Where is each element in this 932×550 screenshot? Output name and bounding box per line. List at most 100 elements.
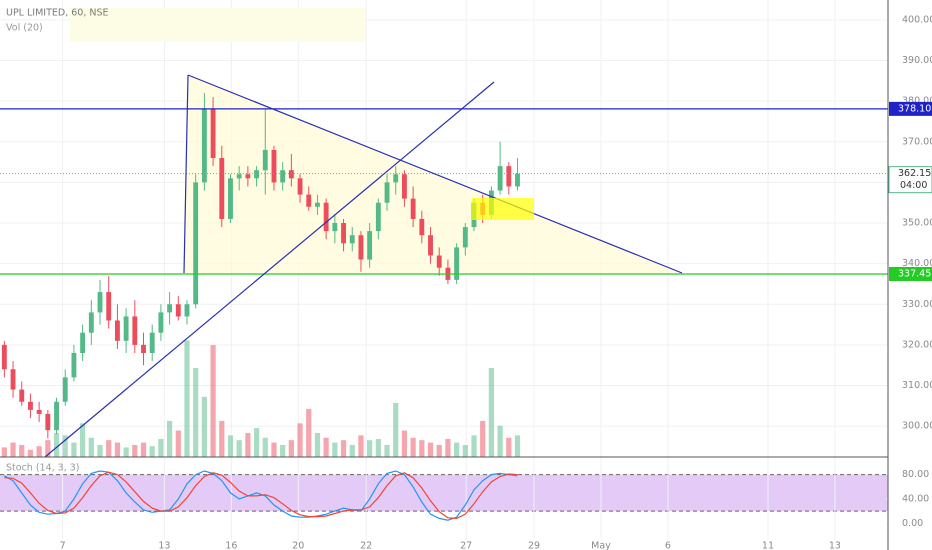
volume-bar (88, 437, 94, 457)
y-tick-label: 0.00 (902, 518, 923, 529)
candle-body (367, 231, 373, 260)
candle-body (210, 109, 216, 159)
volume-bar (280, 444, 286, 457)
volume-bar (454, 442, 460, 457)
stoch-line (4, 470, 518, 521)
level-label-box (889, 101, 932, 116)
volume-bar (193, 368, 199, 457)
triangle-left (183, 74, 189, 274)
volume-bar (132, 444, 138, 457)
candle-body (306, 194, 312, 207)
volume-bar (71, 442, 77, 457)
volume-bar (401, 430, 408, 457)
candle-body (236, 174, 242, 179)
volume-bar (314, 432, 321, 457)
volume-bar (488, 368, 495, 457)
volume-bar (175, 430, 181, 457)
candle-body (297, 178, 303, 195)
candle-body (132, 316, 138, 345)
candle-body (28, 401, 33, 410)
volume-bar (80, 423, 86, 457)
volume-bar (158, 438, 164, 457)
candle-body (88, 312, 94, 333)
volume-bar (323, 437, 329, 457)
volume-bar (340, 440, 347, 457)
y-tick-label: 370.00 (902, 136, 932, 147)
volume-bar (297, 423, 303, 457)
volume-bar (201, 396, 207, 457)
candle-body (245, 174, 251, 179)
volume-bar (166, 420, 173, 457)
y-tick-label: 390.00 (902, 55, 932, 66)
volume-bar (36, 446, 42, 457)
triangle-upper (187, 74, 683, 274)
marks (0, 93, 888, 521)
volume-bar (514, 435, 521, 457)
volume-bar (367, 440, 373, 457)
candle-body (497, 166, 503, 191)
candle-body (254, 170, 260, 179)
candle-body (62, 377, 68, 402)
candle-body (19, 389, 25, 402)
header-highlight (70, 8, 365, 42)
volume-bar (219, 420, 225, 457)
candle-body (158, 312, 164, 333)
volume-bar (210, 345, 216, 457)
x-tick-label: 20 (292, 541, 304, 550)
candle-body (123, 316, 129, 341)
y-tick-label: 400.00 (902, 14, 932, 25)
volume-bar (506, 437, 512, 457)
level-label: 337.45 (898, 268, 931, 279)
volume-bar (471, 435, 477, 457)
candle-body (36, 409, 42, 414)
volume-bar (288, 440, 294, 457)
volume-bar (358, 435, 364, 457)
y-tick-label: 350.00 (902, 218, 932, 229)
volume-bar (427, 442, 434, 457)
x-tick-label: 13 (158, 541, 170, 550)
volume-bar (410, 437, 416, 457)
volume-bar (149, 446, 155, 457)
candle-body (10, 369, 16, 390)
candle-body (184, 304, 190, 317)
candle-body (315, 202, 320, 207)
candle-body (1, 344, 7, 370)
volume-bar (123, 447, 129, 457)
x-tick-label: 11 (762, 541, 774, 550)
volume-bar (227, 435, 234, 457)
volume-bar (349, 444, 355, 457)
stoch-line (4, 471, 518, 520)
stoch-title: Stoch (14, 3, 3) (6, 463, 80, 474)
candle-body (141, 344, 146, 354)
volume-bar (497, 425, 503, 457)
volume-bar (262, 437, 268, 457)
volume-bar (393, 402, 399, 457)
y-tick-label: 40.00 (902, 493, 929, 504)
candle-body (410, 198, 416, 219)
candle-body (384, 182, 390, 203)
volume-bar (236, 440, 242, 457)
candle-body (271, 149, 277, 183)
candle-body (228, 178, 233, 219)
candle-body (462, 227, 468, 248)
candle-body (167, 304, 173, 313)
volume-bar (419, 440, 425, 457)
y-tick-label: 340.00 (902, 258, 932, 269)
volume-bar (480, 420, 486, 457)
last-price-box (888, 166, 932, 194)
candle-body (436, 255, 442, 268)
volume-bar (436, 444, 442, 457)
x-tick-label: May (591, 541, 611, 550)
volume-bar (114, 442, 121, 457)
candle-body (401, 174, 407, 199)
x-tick-label: 27 (460, 541, 472, 550)
candle-body (288, 170, 294, 179)
x-tick-label: 13 (829, 541, 841, 550)
last-price-label: 362.15 (898, 168, 931, 179)
candle-body (349, 235, 355, 244)
volume-bar (106, 440, 112, 457)
volume-bar (445, 438, 451, 457)
candle-body (80, 332, 86, 354)
volume-bar (27, 449, 34, 457)
